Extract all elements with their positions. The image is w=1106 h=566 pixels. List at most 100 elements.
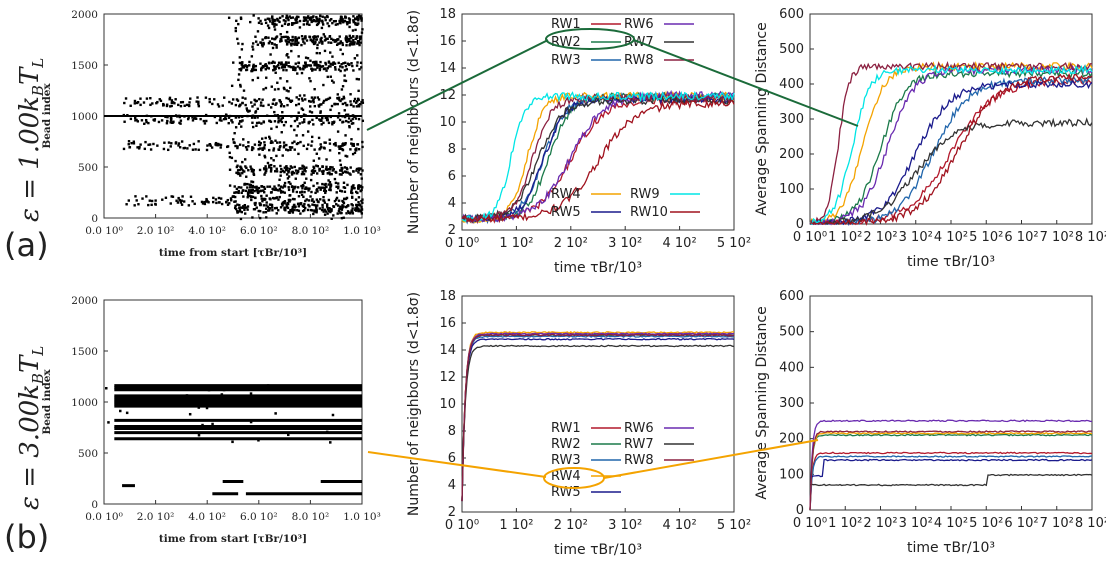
bead-point [258,147,262,150]
bead-point [301,121,304,124]
bead-point [329,165,332,169]
bead-point [273,61,276,64]
bead-point [342,62,345,65]
y-tick-label: 1000 [71,397,98,409]
bead-point [275,212,278,215]
bead-point [251,168,254,171]
bead-point [290,171,293,174]
bead-point [251,146,254,149]
bead-point [273,207,277,210]
bead-point [289,198,292,202]
bead-point [356,39,360,43]
bead-point [234,204,237,208]
bead-point [320,119,323,122]
bead-point [261,38,264,41]
x-tick-label: 0.0 10⁰ [85,511,123,523]
bead-point [205,119,208,123]
bead-point [274,67,277,70]
bead-point [338,65,342,68]
bead-point [173,102,176,105]
bead-point [279,77,282,80]
bead-point [324,189,328,193]
bead-point [326,116,329,120]
bead-point [284,168,288,172]
bead-point [157,120,161,124]
bead-point [254,203,257,207]
bead-point [337,61,340,65]
bead-point [347,17,351,20]
bead-point [322,83,325,87]
bead-point [321,15,324,18]
bead-point [192,117,196,120]
bead-point [183,146,187,150]
bead-point [303,42,306,45]
bead-point [178,115,182,119]
bead-point [238,143,242,146]
bead-point [264,21,268,25]
bead-point [248,183,252,186]
bead-point [263,156,267,159]
bead-point [357,41,360,45]
bead-point [336,130,340,133]
y-axis-label: Number of neighbours (d<1.8σ) [406,10,422,234]
bead-point [327,41,330,44]
bead-point [338,21,342,24]
bead-point [232,61,235,64]
bead-point [314,204,318,208]
bead-point [309,64,313,67]
bead-point [229,197,233,200]
bead-point [269,170,273,173]
bead-point [208,100,211,104]
bead-point [296,65,300,68]
bead-point [309,59,312,62]
y-axis-label: Average Spanning Distance [754,306,770,499]
bead-point [244,97,247,100]
bead-point [211,422,214,426]
bead-point [259,19,262,23]
bead-point [134,195,137,198]
bead-point [236,164,239,167]
bead-point [193,202,196,206]
bead-point [281,186,284,189]
bead-point [357,89,360,93]
bead-point [268,185,272,188]
bead-point [355,64,359,67]
bead-point [327,209,331,213]
bead-point [129,117,133,121]
bead-point [230,84,234,88]
bead-point [312,37,316,40]
bead-point [255,121,259,125]
bead-point [279,33,282,36]
bead-point [324,18,327,22]
bead-point [291,38,295,42]
bead-point [203,200,206,204]
bead-point [361,119,365,122]
bead-point [321,21,324,24]
bead-point [299,140,302,144]
bead-point [301,164,304,168]
bead-point [316,66,319,69]
bead-point [251,180,255,184]
bead-point [281,15,284,18]
bead-point [264,165,267,168]
bead-point [335,196,339,200]
bead-point [342,205,345,208]
epsilon-label-a: ε = 1.00kBTL [15,58,47,222]
bead-point [331,21,334,25]
bead-point [328,181,332,184]
bead-point [255,185,258,188]
bead-point [124,97,128,100]
bead-point [360,19,363,22]
bead-point [278,146,282,149]
bead-point [328,142,332,145]
bead-point [285,148,288,151]
bead-point [344,38,348,42]
bead-point [351,212,355,215]
bead-point [295,15,299,18]
bead-point [178,121,181,125]
bead-point [249,186,252,189]
bead-point [334,19,337,23]
bead-point [161,198,164,201]
bead-point [240,120,243,123]
bead-point [361,198,364,201]
